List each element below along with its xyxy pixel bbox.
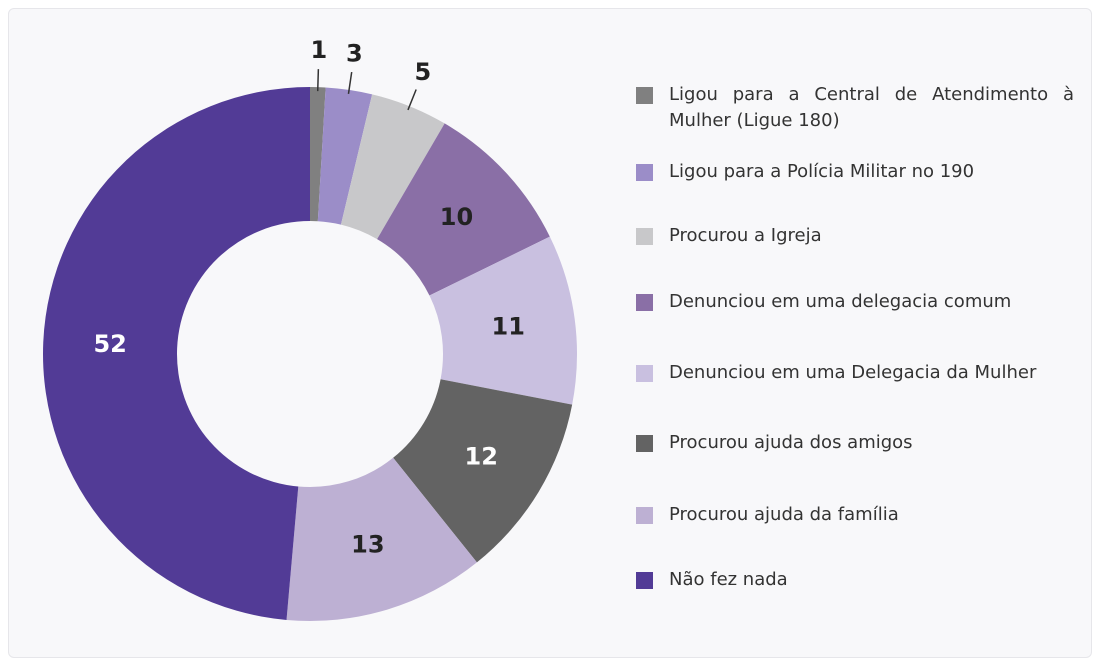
data-label: 1 [311,36,328,64]
legend-item: Denunciou em uma Delegacia da Mulher [636,360,1074,386]
legend-swatch [636,365,653,382]
legend-swatch [636,294,653,311]
data-label: 3 [346,39,363,67]
legend-item: Procurou ajuda dos amigos [636,430,1074,456]
legend-item: Ligou para a Polícia Militar no 190 [636,159,1074,185]
slice [310,87,326,222]
legend-swatch [636,87,653,104]
legend-label: Ligou para a Central de Atendimento à Mu… [669,84,1074,131]
legend-label: Procurou a Igreja [669,225,822,246]
legend-label: Denunciou em uma delegacia comum [669,291,1012,312]
legend-label: Ligou para a Polícia Militar no 190 [669,161,975,182]
slice [340,94,445,240]
slice [377,123,550,296]
data-label: 12 [465,442,498,470]
legend-label: Não fez nada [669,569,788,590]
slice [43,87,311,620]
data-label: 13 [351,530,384,558]
legend-item: Não fez nada [636,567,1074,593]
legend-swatch [636,507,653,524]
leader-line [316,69,320,92]
slice [286,457,477,621]
data-label: 11 [492,313,525,341]
legend-item: Denunciou em uma delegacia comum [636,289,1074,315]
legend-label: Denunciou em uma Delegacia da Mulher [669,362,1037,383]
slice [393,379,573,563]
legend-label: Procurou ajuda da família [669,504,899,525]
slice [317,87,373,225]
leader-line [347,71,353,94]
slice [429,236,577,405]
legend-item: Procurou a Igreja [636,223,1074,249]
legend-swatch [636,228,653,245]
legend-item: Ligou para a Central de Atendimento à Mu… [636,82,1074,134]
legend-swatch [636,572,653,589]
legend-label: Procurou ajuda dos amigos [669,432,913,453]
legend-swatch [636,435,653,452]
legend-swatch [636,164,653,181]
leader-line [407,89,417,111]
legend-item: Procurou ajuda da família [636,502,1074,528]
data-label: 10 [440,203,473,231]
data-label: 5 [415,58,432,86]
data-label: 52 [93,330,126,358]
